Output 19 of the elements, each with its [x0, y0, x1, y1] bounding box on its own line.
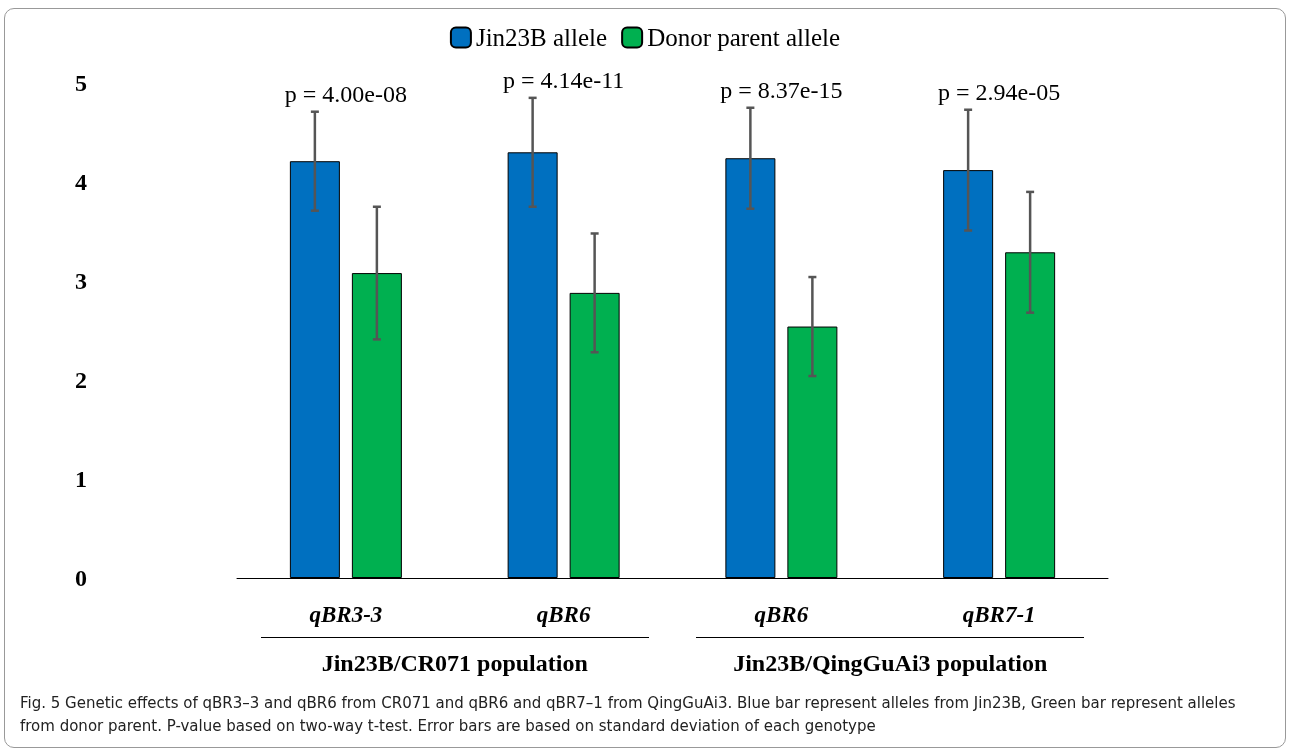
annotation: p = 8.37e-15 [720, 76, 843, 103]
y-tick-label: 1 [75, 466, 87, 492]
caption: Fig. 5 Genetic effects of qBR3–3 and qBR6 from CR071 and qBR6 and qBR7–1 from QingGuAi3. Blue bar represent alleles from Jin23B, Green bar represent alleles from donor parent. P-value based on two-way t-test. Error bars are based on standard deviation of each genotype [20, 693, 1237, 737]
legend-label: Jin23B allele [475, 24, 608, 51]
text: Jin23B/QingGuAi3 population [732, 650, 1049, 677]
y-tick-label: 2 [75, 367, 87, 393]
annotation: p = 2.94e-05 [938, 78, 1061, 105]
y-tick-label: 0 [75, 565, 87, 591]
y-tick-label: 5 [75, 70, 87, 96]
y-tick-label: 3 [75, 268, 87, 294]
x-tick-label: qBR3-3 [309, 602, 383, 627]
x-tick-label: qBR6 [536, 602, 591, 627]
x-tick-label: qBR6 [754, 602, 809, 627]
x-tick-label: qBR7-1 [962, 602, 1036, 627]
annotation: p = 4.00e-08 [284, 80, 407, 107]
legend-label: Donor parent allele [647, 24, 841, 51]
annotation: p = 4.14e-11 [502, 66, 625, 93]
text: Jin23B/CR071 population [320, 650, 589, 677]
y-tick-label: 4 [75, 169, 87, 195]
